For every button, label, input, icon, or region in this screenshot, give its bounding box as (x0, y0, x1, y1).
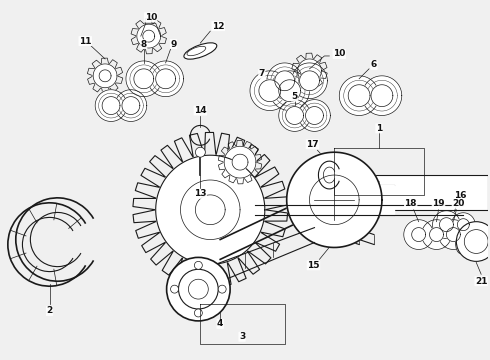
Polygon shape (404, 220, 434, 249)
Polygon shape (259, 80, 281, 102)
Polygon shape (156, 69, 175, 89)
Polygon shape (93, 64, 117, 88)
Polygon shape (115, 90, 147, 121)
Polygon shape (440, 218, 453, 231)
Circle shape (218, 285, 226, 293)
Polygon shape (433, 211, 460, 239)
Text: 8: 8 (141, 40, 147, 49)
Polygon shape (297, 59, 321, 83)
Circle shape (196, 147, 205, 157)
Polygon shape (156, 155, 265, 264)
Ellipse shape (184, 43, 217, 59)
Text: 10: 10 (145, 13, 157, 22)
Text: 14: 14 (194, 106, 207, 115)
Polygon shape (369, 175, 488, 210)
Polygon shape (232, 154, 248, 170)
Text: 6: 6 (371, 60, 377, 69)
Polygon shape (457, 219, 469, 231)
Polygon shape (421, 220, 451, 249)
Polygon shape (267, 63, 302, 99)
Circle shape (171, 285, 178, 293)
Polygon shape (137, 24, 161, 48)
Polygon shape (224, 146, 256, 178)
Polygon shape (99, 70, 111, 82)
Text: 7: 7 (259, 69, 265, 78)
Polygon shape (250, 71, 290, 111)
Text: 2: 2 (47, 306, 52, 315)
Text: 3: 3 (239, 332, 245, 341)
Polygon shape (298, 100, 330, 131)
Text: 12: 12 (212, 22, 224, 31)
Polygon shape (287, 152, 382, 247)
Circle shape (167, 257, 230, 321)
Polygon shape (95, 90, 127, 121)
Polygon shape (439, 220, 468, 249)
Polygon shape (362, 76, 402, 116)
Polygon shape (148, 61, 183, 96)
Polygon shape (279, 100, 311, 131)
Ellipse shape (487, 230, 490, 253)
Polygon shape (339, 76, 379, 116)
Text: 10: 10 (333, 49, 345, 58)
Text: 20: 20 (452, 199, 465, 208)
Polygon shape (306, 107, 323, 125)
Text: 21: 21 (475, 277, 488, 286)
Text: 17: 17 (306, 140, 319, 149)
Circle shape (195, 261, 202, 269)
Polygon shape (348, 85, 370, 107)
Polygon shape (446, 228, 460, 242)
Text: 19: 19 (432, 199, 445, 208)
Text: 5: 5 (292, 92, 298, 101)
Polygon shape (371, 85, 393, 107)
Polygon shape (299, 71, 319, 91)
Polygon shape (286, 107, 303, 125)
Circle shape (178, 269, 218, 309)
Text: 11: 11 (79, 37, 92, 46)
Polygon shape (134, 69, 154, 89)
Circle shape (195, 309, 202, 317)
Polygon shape (102, 96, 120, 114)
Polygon shape (122, 96, 140, 114)
Ellipse shape (187, 46, 206, 56)
Text: 4: 4 (217, 319, 223, 328)
Text: 15: 15 (307, 261, 319, 270)
Polygon shape (126, 61, 162, 96)
Polygon shape (451, 213, 475, 237)
Polygon shape (292, 63, 327, 99)
Circle shape (456, 222, 490, 261)
Text: 18: 18 (404, 199, 417, 208)
Polygon shape (275, 71, 294, 91)
Text: 9: 9 (171, 40, 177, 49)
Polygon shape (412, 228, 426, 242)
Polygon shape (143, 30, 155, 42)
Ellipse shape (455, 230, 466, 253)
Text: 16: 16 (454, 192, 466, 201)
Polygon shape (430, 228, 443, 242)
Polygon shape (369, 185, 394, 215)
Polygon shape (270, 71, 310, 111)
Polygon shape (279, 80, 300, 102)
Text: 1: 1 (376, 124, 382, 133)
Circle shape (189, 279, 208, 299)
Text: 13: 13 (194, 189, 207, 198)
Circle shape (465, 230, 488, 253)
